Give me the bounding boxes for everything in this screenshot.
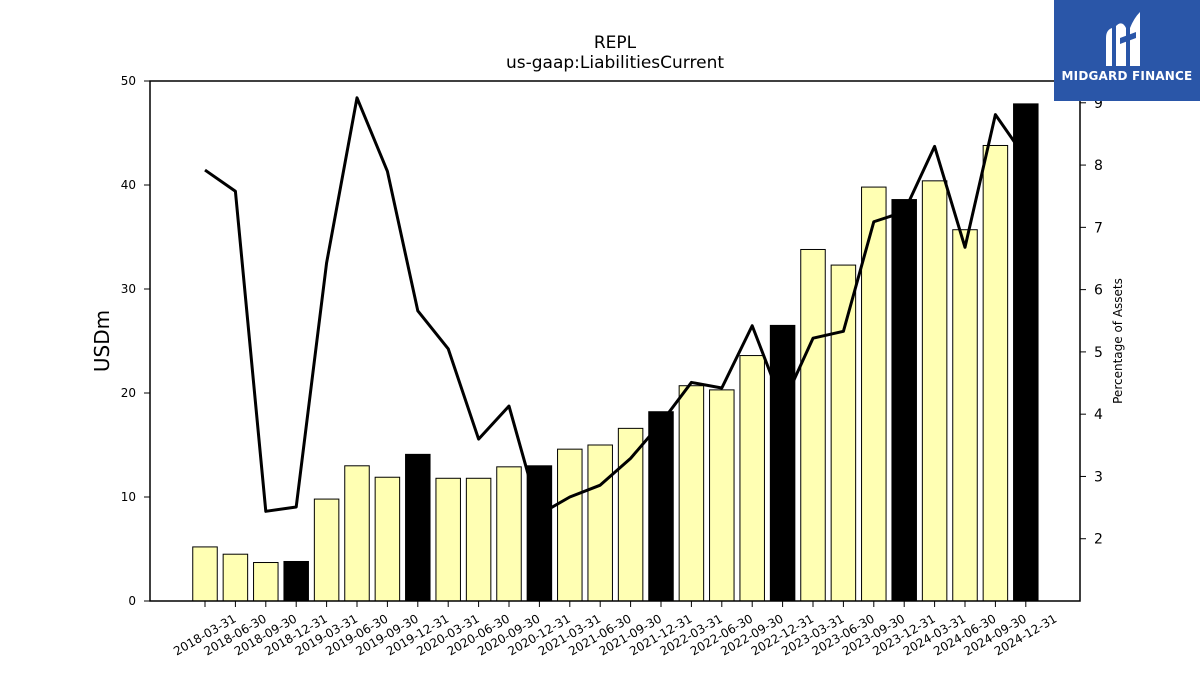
y-right-tick-label: 3 — [1094, 469, 1103, 485]
bar-2021-03-31 — [557, 448, 583, 602]
bar-2023-12-31 — [891, 199, 917, 602]
bar-2018-09-30 — [253, 562, 279, 602]
left-axis: 0 10 20 30 40 50 — [121, 74, 150, 608]
bar-2024-06-30 — [952, 229, 978, 602]
y-right-tick-label: 5 — [1094, 345, 1103, 361]
bar-2018-06-30 — [222, 553, 249, 602]
y-axis-label: USDm — [90, 310, 114, 372]
y-tick-label: 50 — [121, 74, 136, 88]
y-right-tick-label: 9 — [1094, 96, 1103, 112]
bar-2022-03-31 — [678, 385, 705, 602]
bar-2023-06-30 — [830, 264, 857, 602]
y-right-tick-label: 8 — [1094, 158, 1103, 174]
bar-2018-12-31 — [283, 560, 309, 602]
bar-2022-12-31 — [769, 324, 796, 602]
bar-2024-09-30 — [982, 144, 1009, 602]
chart-subtitle: us-gaap:LiabilitiesCurrent — [506, 53, 724, 73]
bar-2020-09-30 — [496, 466, 522, 602]
bar-2020-06-30 — [465, 477, 492, 602]
bar-2022-06-30 — [709, 389, 735, 602]
bar-2019-03-31 — [313, 498, 340, 602]
bar-2021-09-30 — [617, 427, 644, 602]
bar-2019-06-30 — [344, 465, 370, 602]
logo-mark-icon — [1106, 12, 1140, 66]
y-tick-label: 40 — [121, 178, 136, 192]
y-tick-label: 10 — [121, 490, 136, 504]
y-right-tick-label: 4 — [1094, 407, 1103, 423]
y-tick-label: 20 — [121, 386, 136, 400]
bar-2018-03-31 — [192, 546, 218, 602]
chart-title: REPL — [594, 33, 637, 53]
bar-2021-06-30 — [587, 444, 613, 602]
percentage-line — [204, 96, 1028, 516]
y-right-tick-label: 7 — [1094, 220, 1103, 236]
bar-2021-12-31 — [648, 411, 674, 602]
bar-group — [192, 103, 1039, 602]
bar-2024-12-31 — [1013, 103, 1039, 602]
plot-frame — [149, 80, 1081, 602]
y-tick-label: 30 — [121, 282, 136, 296]
bar-2020-03-31 — [435, 477, 461, 602]
logo-text: MIDGARD FINANCE — [1061, 69, 1193, 83]
y-axis-label-right: Percentage of Assets — [1111, 278, 1125, 404]
bar-2019-09-30 — [374, 476, 401, 602]
bar-2024-03-31 — [921, 180, 948, 602]
bar-2022-09-30 — [739, 355, 765, 602]
line-group — [204, 96, 1028, 516]
right-axis: 2 3 4 5 6 7 8 9 — [1080, 96, 1103, 548]
bar-2019-12-31 — [405, 453, 431, 602]
y-tick-label: 0 — [128, 594, 136, 608]
x-axis: 2018-03-312018-06-302018-09-302018-12-31… — [171, 601, 1059, 658]
brand-logo: MIDGARD FINANCE — [1054, 0, 1200, 101]
y-right-tick-label: 2 — [1094, 532, 1103, 548]
bar-2023-03-31 — [800, 248, 826, 602]
y-right-tick-label: 6 — [1094, 283, 1103, 299]
